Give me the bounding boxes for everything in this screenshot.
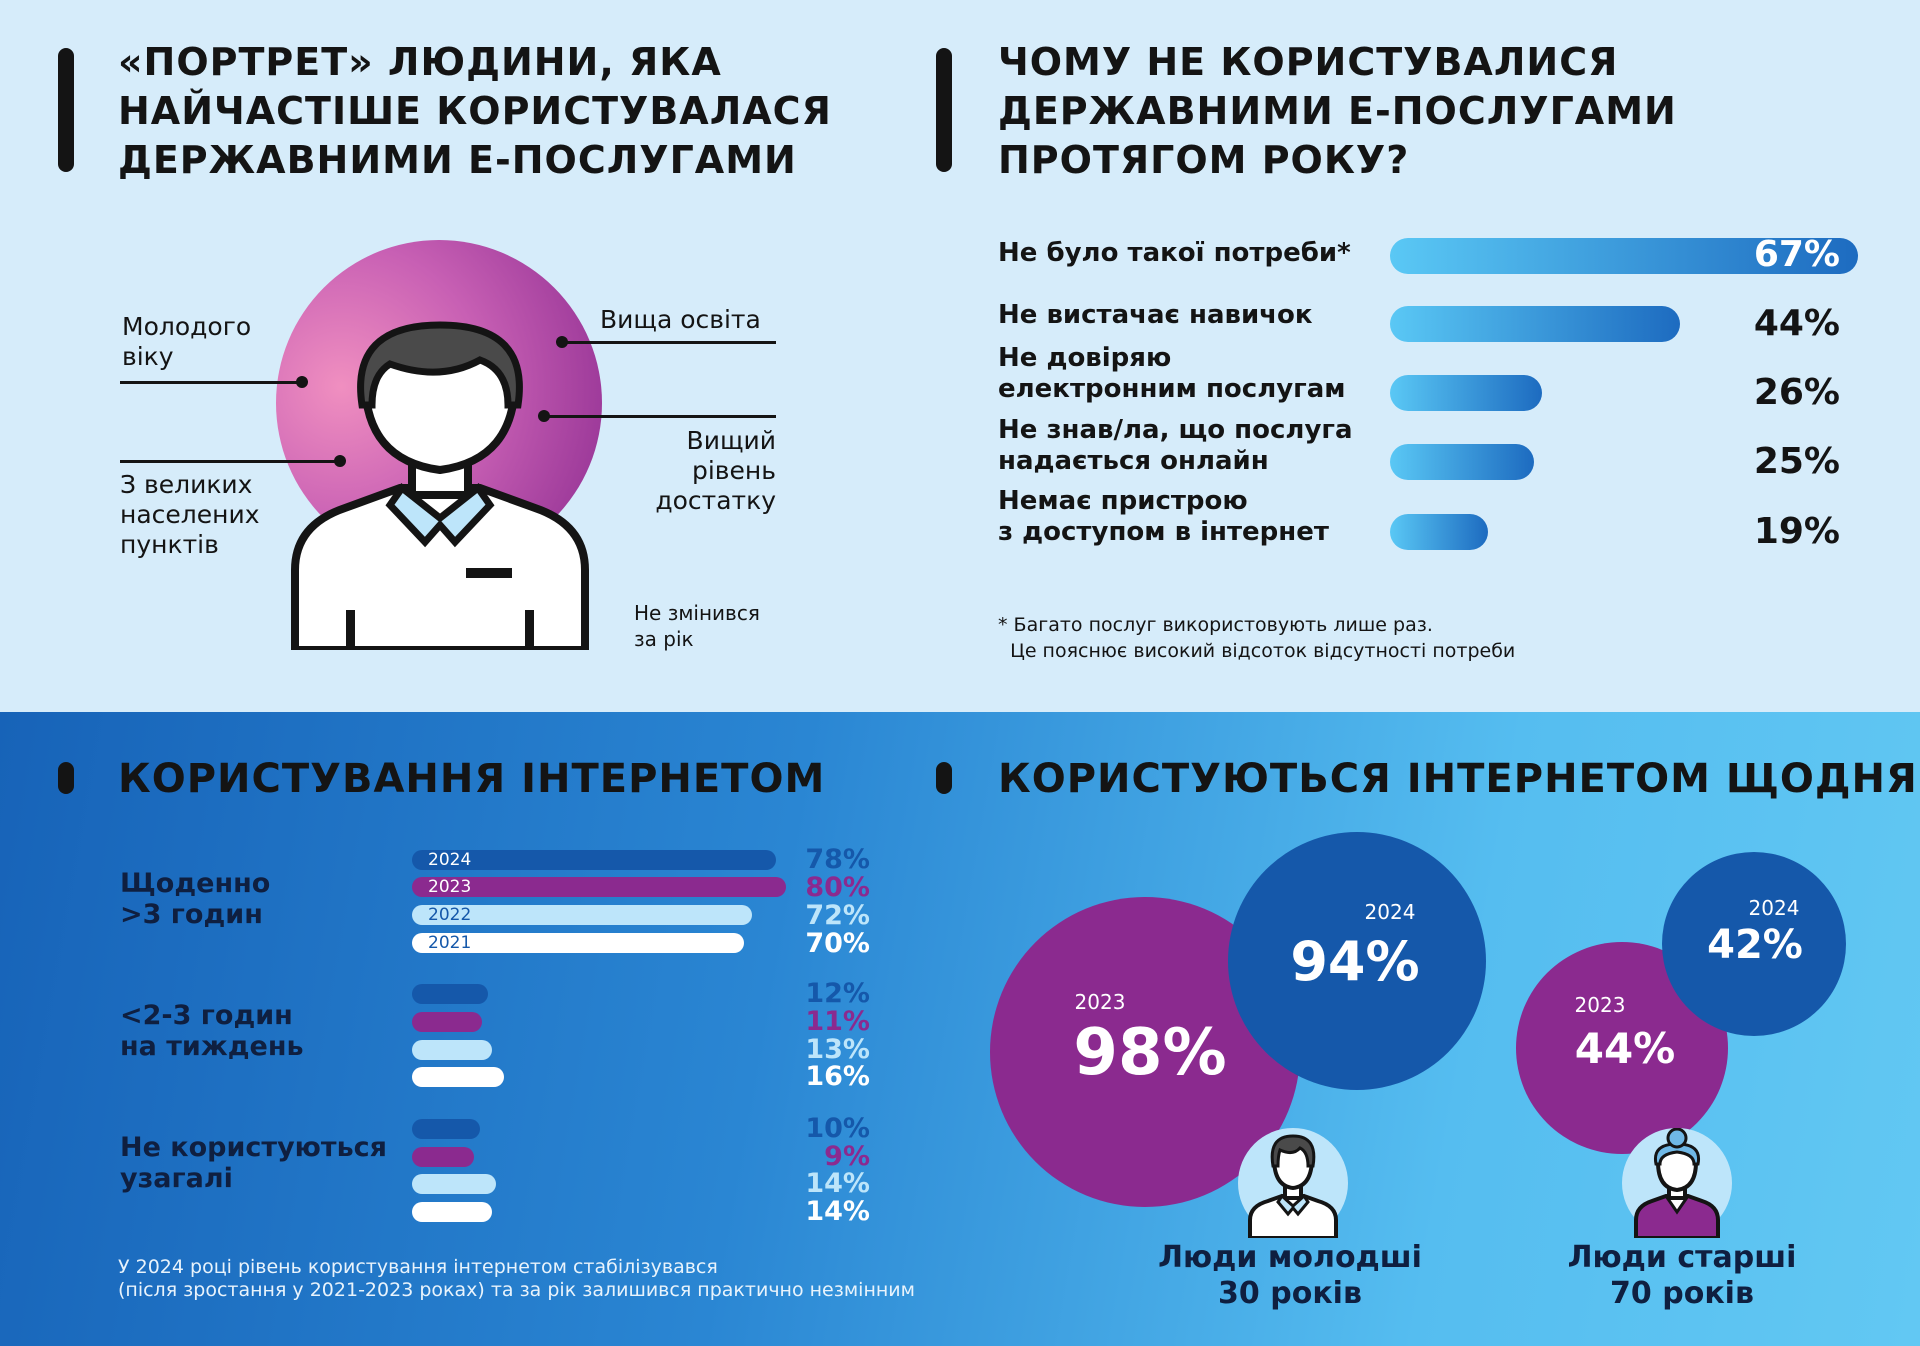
education-label: Вища освіта bbox=[600, 305, 761, 334]
group-label: Щоденно >3 годин bbox=[120, 868, 271, 930]
usage-value: 9% bbox=[824, 1141, 870, 1172]
usage-bar-2021 bbox=[412, 1202, 492, 1222]
section-marker bbox=[936, 48, 952, 172]
usage-value: 80% bbox=[805, 872, 870, 903]
reason-value: 67% bbox=[1753, 234, 1840, 275]
reason-label: Не було такої потреби* bbox=[998, 238, 1351, 268]
young-age-dot bbox=[296, 376, 308, 388]
young-2024-circle bbox=[1228, 832, 1486, 1090]
usage-bar-2023 bbox=[412, 1012, 482, 1032]
bar-year-label: 2021 bbox=[428, 933, 472, 953]
usage-bar-2024 bbox=[412, 984, 488, 1004]
old-2023-value: 44% bbox=[1574, 1024, 1676, 1073]
young-person-icon bbox=[1238, 1128, 1348, 1238]
internet-title: КОРИСТУВАННЯ ІНТЕРНЕТОМ bbox=[118, 756, 826, 802]
section-marker bbox=[936, 762, 952, 794]
section-marker bbox=[58, 762, 74, 794]
old-person-icon bbox=[1622, 1128, 1732, 1238]
young-2024-year: 2024 bbox=[1364, 900, 1416, 924]
usage-value: 72% bbox=[805, 900, 870, 931]
reason-value: 25% bbox=[1753, 441, 1840, 482]
reason-label: Не довіряю електронним послугам bbox=[998, 343, 1346, 404]
group-label: Не користуються узагалі bbox=[120, 1132, 387, 1194]
person-icon bbox=[291, 321, 589, 650]
reason-label: Немає пристрою з доступом в інтернет bbox=[998, 486, 1329, 547]
daily-title: КОРИСТУЮТЬСЯ ІНТЕРНЕТОМ ЩОДНЯ bbox=[998, 756, 1918, 802]
usage-bar-2023 bbox=[412, 877, 786, 897]
group-label: <2-3 годин на тиждень bbox=[120, 1000, 304, 1062]
old-2024-year: 2024 bbox=[1748, 896, 1800, 920]
education-line bbox=[562, 341, 776, 344]
education-dot bbox=[556, 336, 568, 348]
usage-bar-2021 bbox=[412, 1067, 504, 1087]
usage-value: 10% bbox=[805, 1113, 870, 1144]
usage-bar-2022 bbox=[412, 1174, 496, 1194]
usage-value: 12% bbox=[805, 978, 870, 1009]
usage-value: 70% bbox=[805, 928, 870, 959]
reason-value: 44% bbox=[1753, 303, 1840, 344]
old-caption: Люди старші 70 років bbox=[1567, 1240, 1797, 1311]
reasons-title: ЧОМУ НЕ КОРИСТУВАЛИСЯ ДЕРЖАВНИМИ Е-ПОСЛУ… bbox=[998, 40, 1677, 182]
usage-value: 14% bbox=[805, 1196, 870, 1227]
young-2024-value: 94% bbox=[1290, 930, 1420, 993]
reason-label: Не знав/ла, що послуга надається онлайн bbox=[998, 415, 1353, 476]
young-caption: Люди молодші 30 років bbox=[1158, 1240, 1422, 1311]
young-age-label: Молодого віку bbox=[122, 312, 252, 371]
reason-value: 19% bbox=[1753, 511, 1840, 552]
reason-bar bbox=[1390, 306, 1680, 342]
usage-value: 14% bbox=[805, 1168, 870, 1199]
portrait-title: «ПОРТРЕТ» ЛЮДИНИ, ЯКА НАЙЧАСТІШЕ КОРИСТУ… bbox=[118, 40, 832, 182]
reason-bar bbox=[1390, 238, 1858, 274]
section-marker bbox=[58, 48, 74, 172]
usage-bar-2024 bbox=[412, 850, 776, 870]
wealth-dot bbox=[538, 410, 550, 422]
usage-bar-2022 bbox=[412, 1040, 492, 1060]
cities-dot bbox=[334, 455, 346, 467]
bar-year-label: 2023 bbox=[428, 877, 472, 897]
old-2023-year: 2023 bbox=[1574, 993, 1626, 1017]
reason-bar bbox=[1390, 514, 1488, 550]
usage-bar-2024 bbox=[412, 1119, 480, 1139]
bar-year-label: 2024 bbox=[428, 850, 472, 870]
old-2024-circle bbox=[1662, 852, 1846, 1036]
young-2023-value: 98% bbox=[1073, 1016, 1227, 1090]
cities-label: З великих населених пунктів bbox=[120, 470, 260, 559]
wealth-line bbox=[544, 415, 776, 418]
usage-bar-2023 bbox=[412, 1147, 474, 1167]
reason-bar bbox=[1390, 375, 1542, 411]
wealth-label: Вищий рівень достатку bbox=[655, 426, 776, 515]
usage-bar-2021 bbox=[412, 933, 744, 953]
usage-value: 78% bbox=[805, 844, 870, 875]
young-age-line bbox=[120, 381, 300, 384]
usage-value: 13% bbox=[805, 1034, 870, 1065]
reason-value: 26% bbox=[1753, 372, 1840, 413]
usage-value: 11% bbox=[805, 1006, 870, 1037]
reasons-footnote: * Багато послуг використовують лише раз.… bbox=[998, 614, 1516, 662]
usage-bar-2022 bbox=[412, 905, 752, 925]
usage-value: 16% bbox=[805, 1061, 870, 1092]
bar-year-label: 2022 bbox=[428, 905, 472, 925]
reason-label: Не вистачає навичок bbox=[998, 300, 1313, 330]
old-2024-value: 42% bbox=[1707, 922, 1803, 968]
unchanged-note: Не змінився за рік bbox=[634, 601, 760, 651]
cities-line bbox=[120, 460, 338, 463]
reason-bar bbox=[1390, 444, 1534, 480]
young-2023-year: 2023 bbox=[1074, 990, 1126, 1014]
internet-footnote: У 2024 році рівень користування інтернет… bbox=[118, 1256, 915, 1301]
